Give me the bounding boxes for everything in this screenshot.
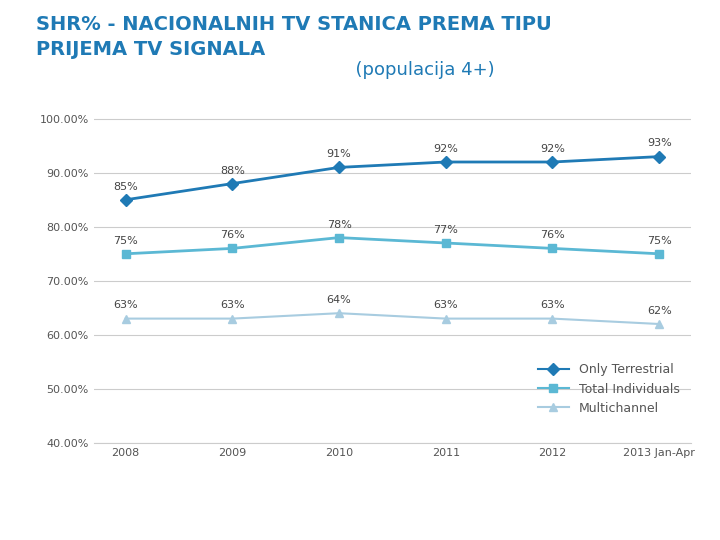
Text: •: • [23,531,27,537]
Text: •: • [58,531,62,537]
Text: ●: ● [588,495,598,505]
Text: 76%: 76% [540,230,565,240]
Text: •: • [32,531,36,537]
Text: 92%: 92% [540,144,565,154]
Text: ●: ● [715,495,720,505]
Text: •: • [14,531,19,537]
Text: •: • [40,531,45,537]
Text: •: • [92,531,96,537]
Text: 63%: 63% [540,300,564,310]
Text: SHR% - NACIONALNIH TV STANICA PREMA TIPU
PRIJEMA TV SIGNALA: SHR% - NACIONALNIH TV STANICA PREMA TIPU… [36,15,552,59]
Text: •: • [84,531,88,537]
Text: 93%: 93% [647,138,672,149]
Text: 92%: 92% [433,144,458,154]
Text: •: • [66,531,71,537]
Text: 85%: 85% [113,181,138,192]
Text: 64%: 64% [327,295,351,305]
Text: •: • [49,531,53,537]
Text: 88%: 88% [220,165,245,176]
Text: 75%: 75% [113,235,138,246]
Text: ●: ● [620,495,630,505]
Text: ●: ● [683,495,693,505]
Text: ●: ● [636,495,646,505]
Text: •: • [75,531,79,537]
Text: 63%: 63% [113,300,138,310]
Text: (populacija 4+): (populacija 4+) [344,61,495,79]
Text: Topic of Presentation: Topic of Presentation [158,515,260,524]
Text: ●: ● [652,495,662,505]
Legend: Only Terrestrial, Total Individuals, Multichannel: Only Terrestrial, Total Individuals, Mul… [533,359,685,420]
Text: 75%: 75% [647,235,672,246]
Text: ●: ● [667,495,678,505]
Text: 76%: 76% [220,230,245,240]
Text: ●: ● [572,495,582,505]
Text: 91%: 91% [327,149,351,159]
Text: 78%: 78% [327,219,351,230]
Text: ●: ● [604,495,614,505]
Text: Copyright © 2013 The Nielsen Company: Copyright © 2013 The Nielsen Company [535,521,706,530]
Text: nielsen: nielsen [14,509,88,527]
Text: 77%: 77% [433,225,458,235]
Text: ●: ● [699,495,709,505]
Text: 63%: 63% [220,300,245,310]
Text: 62%: 62% [647,306,672,316]
Text: 63%: 63% [433,300,458,310]
